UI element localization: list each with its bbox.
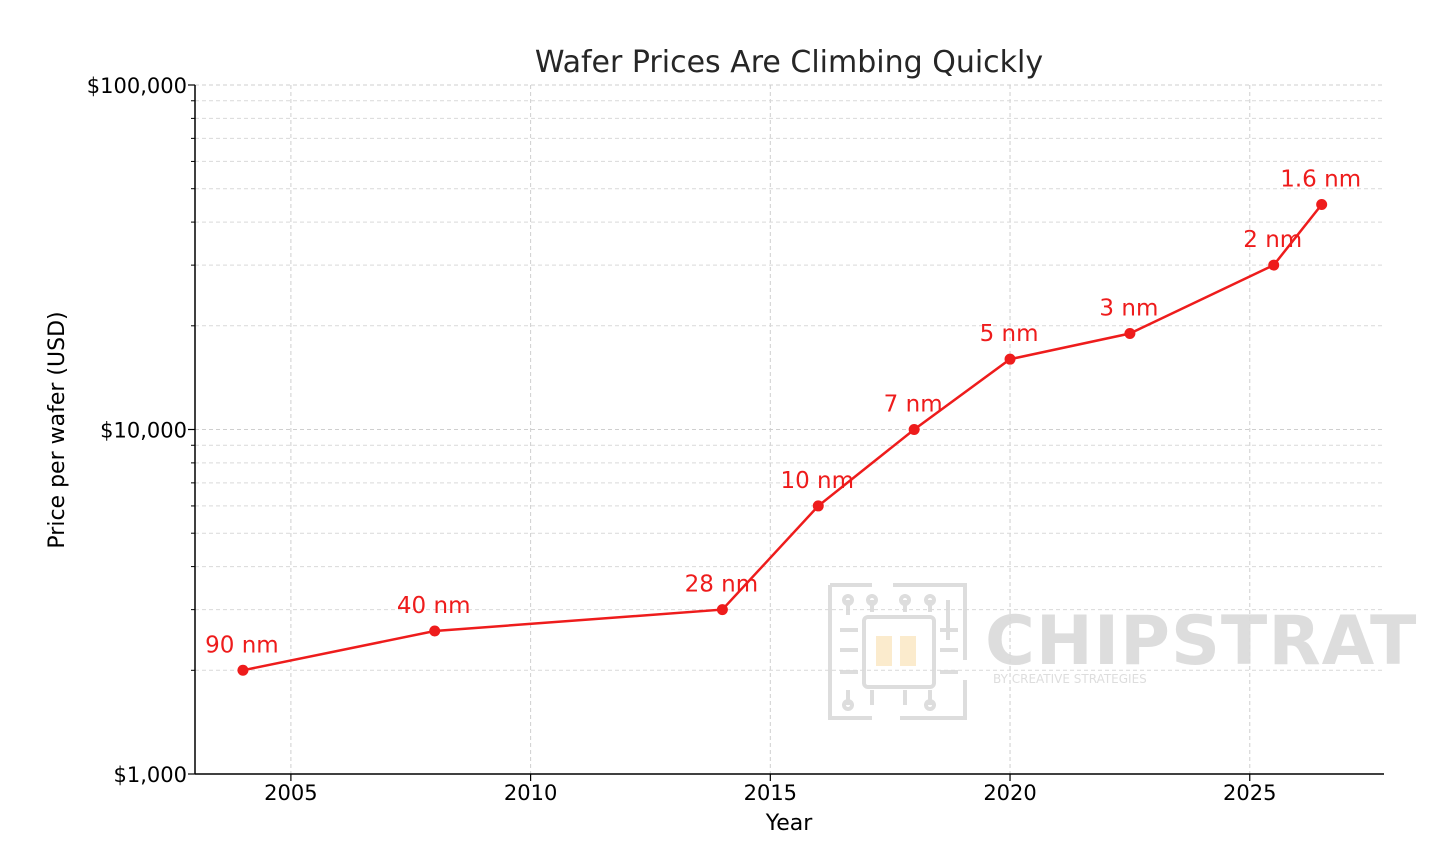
chip-circuit-icon — [828, 583, 967, 720]
data-point-label: 2 nm — [1243, 227, 1302, 253]
grid — [195, 84, 1384, 775]
data-point — [908, 424, 920, 435]
chart-title: Wafer Prices Are Climbing Quickly — [535, 45, 1043, 80]
data-point — [1004, 353, 1016, 365]
data-point — [429, 625, 441, 637]
y-tick-label: $1,000 — [114, 763, 187, 787]
ticks: 2005 2010 2015 2020 2025 $1,000 $10,000 $100,00… — [87, 74, 1277, 805]
data-point — [1316, 198, 1328, 210]
data-point — [1268, 259, 1280, 271]
data-point-label: 1.6 nm — [1280, 166, 1361, 192]
y-axis-label: Price per wafer (USD) — [45, 311, 70, 548]
watermark: CHIPSTRAT BY CREATIVE STRATEGIES — [828, 583, 1417, 720]
data-point — [812, 500, 824, 512]
data-point-label: 40 nm — [397, 593, 471, 619]
watermark-brand: CHIPSTRAT — [985, 602, 1417, 681]
series — [237, 198, 1328, 676]
data-point — [237, 664, 249, 676]
data-point-label: 5 nm — [980, 321, 1039, 347]
x-tick-label: 2015 — [744, 781, 797, 805]
point-labels: 90 nm 40 nm 28 nm 10 nm 7 nm 5 nm 3 nm 2 nm 1.6 … — [205, 166, 1361, 658]
x-tick-label: 2020 — [983, 781, 1036, 805]
x-axis-label: Year — [765, 811, 814, 836]
watermark-tagline: BY CREATIVE STRATEGIES — [993, 672, 1147, 686]
data-point — [716, 604, 728, 616]
data-point-label: 90 nm — [205, 632, 279, 658]
x-tick-label: 2005 — [264, 781, 317, 805]
data-point-label: 28 nm — [685, 572, 759, 598]
x-tick-label: 2025 — [1223, 781, 1276, 805]
y-tick-label: $100,000 — [87, 74, 187, 98]
data-point-label: 10 nm — [780, 468, 854, 494]
y-tick-label: $10,000 — [100, 419, 187, 443]
data-point — [1124, 327, 1136, 339]
data-point-label: 3 nm — [1099, 295, 1158, 321]
x-tick-label: 2010 — [504, 781, 557, 805]
data-point-label: 7 nm — [884, 392, 943, 418]
